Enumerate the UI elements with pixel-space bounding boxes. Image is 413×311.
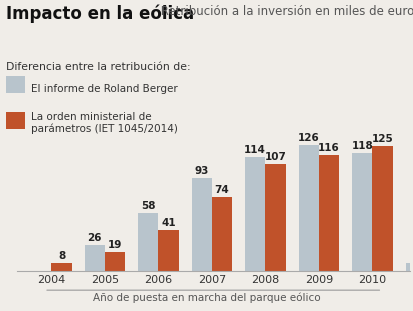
Bar bbox=[84, 244, 104, 271]
Text: Impacto en la eólica: Impacto en la eólica bbox=[6, 5, 194, 23]
Bar bbox=[51, 262, 71, 271]
Bar bbox=[244, 157, 265, 271]
Bar bbox=[318, 155, 338, 271]
Bar bbox=[298, 145, 318, 271]
Bar bbox=[211, 197, 232, 271]
Bar bbox=[138, 213, 158, 271]
Text: 26: 26 bbox=[87, 233, 102, 243]
Text: La orden ministerial de
parámetros (IET 1045/2014): La orden ministerial de parámetros (IET … bbox=[31, 112, 178, 134]
Text: 41: 41 bbox=[161, 218, 176, 228]
Text: 8: 8 bbox=[411, 251, 413, 261]
Bar bbox=[265, 164, 285, 271]
Text: 19: 19 bbox=[107, 239, 122, 249]
Text: Retribución a la inversión en miles de euros por: Retribución a la inversión en miles de e… bbox=[157, 5, 413, 18]
Text: 116: 116 bbox=[318, 143, 339, 153]
Bar bbox=[351, 153, 372, 271]
Text: 74: 74 bbox=[214, 185, 229, 195]
Text: Año de puesta en marcha del parque eólico: Año de puesta en marcha del parque eólic… bbox=[93, 293, 320, 303]
Bar bbox=[104, 252, 125, 271]
Text: Diferencia entre la retribución de:: Diferencia entre la retribución de: bbox=[6, 62, 190, 72]
Text: El informe de Roland Berger: El informe de Roland Berger bbox=[31, 84, 177, 94]
Bar bbox=[191, 178, 211, 271]
Text: 126: 126 bbox=[297, 132, 319, 143]
Bar bbox=[405, 262, 413, 271]
Text: 58: 58 bbox=[140, 201, 155, 211]
Text: 125: 125 bbox=[371, 134, 392, 144]
Text: 107: 107 bbox=[264, 151, 286, 162]
Text: 118: 118 bbox=[351, 141, 372, 151]
Bar bbox=[158, 230, 178, 271]
Text: 8: 8 bbox=[58, 251, 65, 261]
Text: 114: 114 bbox=[244, 145, 266, 155]
Text: 93: 93 bbox=[194, 165, 209, 176]
Bar bbox=[372, 146, 392, 271]
